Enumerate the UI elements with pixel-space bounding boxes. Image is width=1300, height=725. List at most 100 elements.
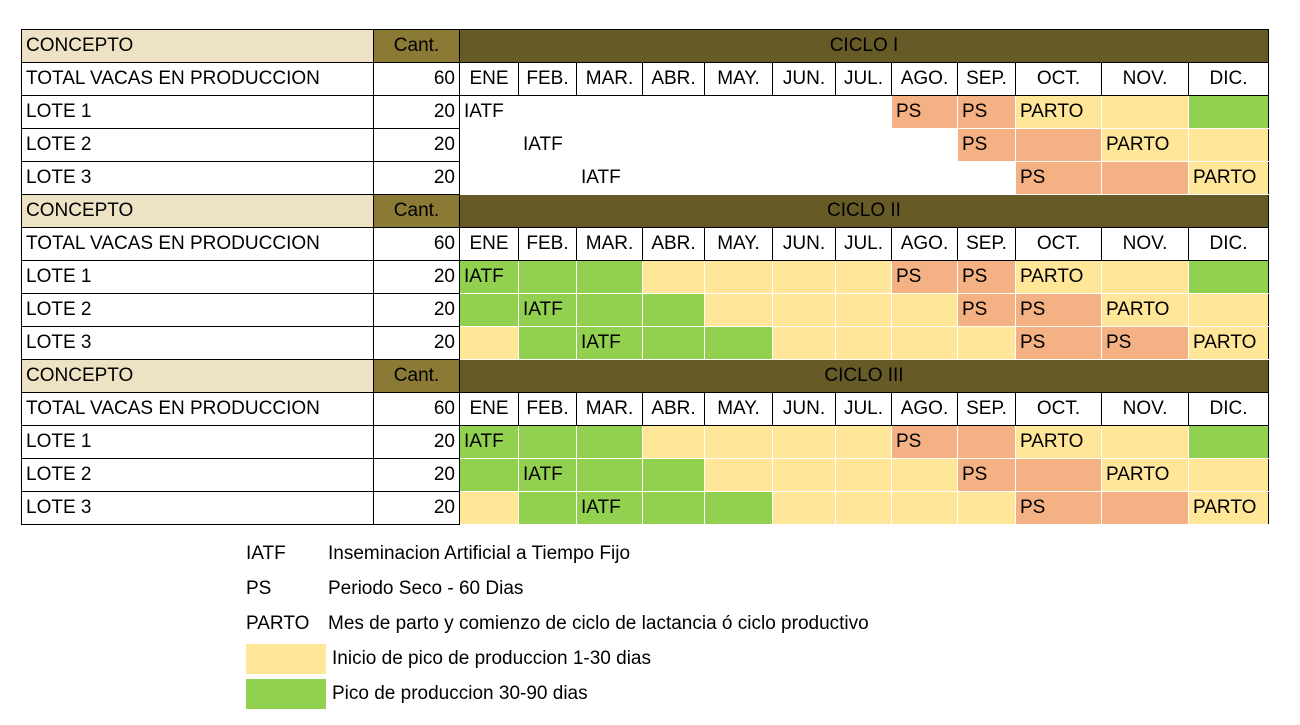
month-header: ENE bbox=[459, 62, 519, 96]
month-header: MAR. bbox=[576, 392, 643, 426]
legend-swatch bbox=[246, 678, 326, 709]
month-cell bbox=[518, 161, 577, 195]
month-cell bbox=[642, 326, 705, 360]
month-header: OCT. bbox=[1015, 227, 1102, 261]
month-cell: PARTO bbox=[1101, 128, 1189, 162]
month-cell: IATF bbox=[459, 95, 519, 129]
month-cell bbox=[576, 128, 643, 162]
lot-name: LOTE 3 bbox=[21, 161, 374, 195]
month-cell bbox=[576, 425, 643, 459]
month-cell: PS bbox=[957, 95, 1016, 129]
month-header: AGO. bbox=[891, 392, 958, 426]
month-header: SEP. bbox=[957, 62, 1016, 96]
production-calendar-sheet: CONCEPTO Cant. CICLO I TOTAL VACAS EN PRODU… bbox=[21, 29, 1269, 525]
month-cell bbox=[1188, 95, 1269, 129]
month-cell bbox=[459, 128, 519, 162]
lot-row: LOTE 1 20 IATF PS PS PARTO bbox=[21, 95, 1269, 129]
month-cell: PS bbox=[891, 95, 958, 129]
legend: IATF Inseminacion Artificial a Tiempo Fij… bbox=[246, 536, 869, 711]
month-cell bbox=[957, 491, 1016, 525]
month-cell: PS bbox=[891, 260, 958, 294]
month-cell bbox=[772, 95, 836, 129]
month-cell bbox=[1188, 260, 1269, 294]
month-cell bbox=[704, 161, 773, 195]
lot-count: 20 bbox=[373, 425, 460, 459]
month-cell bbox=[891, 161, 958, 195]
month-cell bbox=[704, 293, 773, 327]
month-header: ABR. bbox=[642, 227, 705, 261]
month-cell: PARTO bbox=[1015, 425, 1102, 459]
month-cell bbox=[704, 260, 773, 294]
month-header: FEB. bbox=[518, 227, 577, 261]
month-cell bbox=[957, 326, 1016, 360]
month-cell bbox=[772, 425, 836, 459]
month-cell bbox=[642, 128, 705, 162]
month-cell bbox=[891, 458, 958, 492]
month-cell: PARTO bbox=[1188, 491, 1269, 525]
month-cell bbox=[459, 161, 519, 195]
month-cell bbox=[1188, 128, 1269, 162]
month-cell bbox=[835, 326, 892, 360]
month-header: MAR. bbox=[576, 227, 643, 261]
month-cell bbox=[1015, 128, 1102, 162]
lot-row: LOTE 3 20 IATF PS PARTO bbox=[21, 161, 1269, 195]
month-cell bbox=[642, 491, 705, 525]
month-cell bbox=[1188, 293, 1269, 327]
month-cell bbox=[891, 293, 958, 327]
month-header: AGO. bbox=[891, 62, 958, 96]
lot-row: LOTE 1 20 IATF PS PS PARTO bbox=[21, 260, 1269, 294]
cant-header: Cant. bbox=[373, 194, 460, 228]
month-cell: PARTO bbox=[1015, 95, 1102, 129]
month-header: FEB. bbox=[518, 392, 577, 426]
month-cell bbox=[642, 425, 705, 459]
month-cell: IATF bbox=[518, 458, 577, 492]
month-cell bbox=[1188, 458, 1269, 492]
concept-header: CONCEPTO bbox=[21, 194, 374, 228]
month-cell bbox=[772, 458, 836, 492]
lot-count: 20 bbox=[373, 293, 460, 327]
lot-row: LOTE 1 20 IATF PS PARTO bbox=[21, 425, 1269, 459]
month-cell bbox=[891, 128, 958, 162]
lot-row: LOTE 2 20 IATF PS PARTO bbox=[21, 128, 1269, 162]
cycle-title: CICLO I bbox=[459, 29, 1269, 63]
total-label: TOTAL VACAS EN PRODUCCION bbox=[21, 62, 374, 96]
month-cell: IATF bbox=[518, 293, 577, 327]
month-header: JUN. bbox=[772, 227, 836, 261]
month-cell bbox=[459, 293, 519, 327]
month-cell bbox=[518, 425, 577, 459]
month-header: DIC. bbox=[1188, 392, 1269, 426]
month-cell bbox=[957, 425, 1016, 459]
month-cell bbox=[891, 491, 958, 525]
month-cell bbox=[957, 161, 1016, 195]
month-cell bbox=[576, 260, 643, 294]
month-header: ABR. bbox=[642, 62, 705, 96]
month-cell bbox=[772, 161, 836, 195]
month-cell bbox=[576, 95, 643, 129]
month-header: MAY. bbox=[704, 392, 773, 426]
month-cell bbox=[1188, 425, 1269, 459]
lot-name: LOTE 1 bbox=[21, 95, 374, 129]
month-cell: IATF bbox=[576, 326, 643, 360]
total-value: 60 bbox=[373, 62, 460, 96]
month-cell bbox=[835, 458, 892, 492]
lot-count: 20 bbox=[373, 458, 460, 492]
cycle-title: CICLO III bbox=[459, 359, 1269, 393]
month-cell: PARTO bbox=[1101, 293, 1189, 327]
month-cell bbox=[772, 260, 836, 294]
month-header: DIC. bbox=[1188, 227, 1269, 261]
legend-row: Inicio de pico de produccion 1-30 dias bbox=[246, 641, 869, 676]
concept-header: CONCEPTO bbox=[21, 29, 374, 63]
month-cell bbox=[772, 326, 836, 360]
month-cell bbox=[576, 458, 643, 492]
month-cell: IATF bbox=[459, 425, 519, 459]
legend-key: PS bbox=[246, 578, 272, 599]
month-header: ENE bbox=[459, 392, 519, 426]
month-cell: PARTO bbox=[1015, 260, 1102, 294]
month-cell bbox=[704, 326, 773, 360]
month-cell bbox=[704, 425, 773, 459]
month-header: JUL. bbox=[835, 227, 892, 261]
month-cell: IATF bbox=[459, 260, 519, 294]
month-cell: PS bbox=[957, 128, 1016, 162]
total-label: TOTAL VACAS EN PRODUCCION bbox=[21, 227, 374, 261]
lot-row: LOTE 3 20 IATF PS PARTO bbox=[21, 491, 1269, 525]
